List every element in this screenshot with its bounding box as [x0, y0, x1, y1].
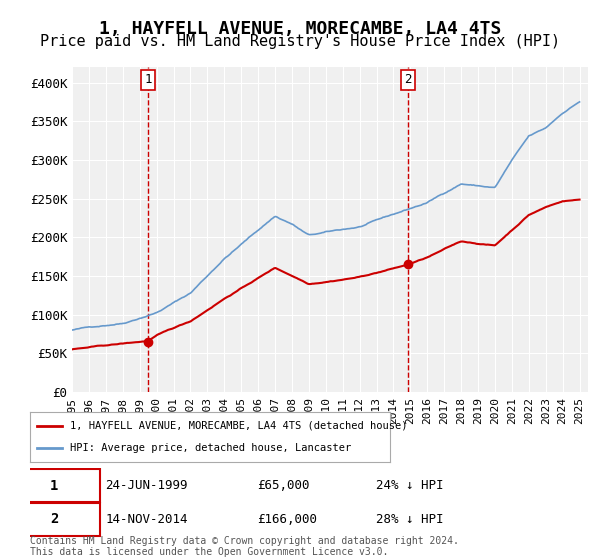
Text: 1: 1: [144, 73, 152, 86]
Text: 1: 1: [50, 479, 58, 493]
Text: 1, HAYFELL AVENUE, MORECAMBE, LA4 4TS (detached house): 1, HAYFELL AVENUE, MORECAMBE, LA4 4TS (d…: [70, 421, 407, 431]
Text: 14-NOV-2014: 14-NOV-2014: [106, 513, 188, 526]
Text: 2: 2: [404, 73, 412, 86]
Text: 1, HAYFELL AVENUE, MORECAMBE, LA4 4TS: 1, HAYFELL AVENUE, MORECAMBE, LA4 4TS: [99, 20, 501, 38]
FancyBboxPatch shape: [8, 503, 100, 536]
Text: Price paid vs. HM Land Registry's House Price Index (HPI): Price paid vs. HM Land Registry's House …: [40, 34, 560, 49]
Text: HPI: Average price, detached house, Lancaster: HPI: Average price, detached house, Lanc…: [70, 443, 351, 453]
Text: 28% ↓ HPI: 28% ↓ HPI: [376, 513, 443, 526]
Text: 24-JUN-1999: 24-JUN-1999: [106, 479, 188, 492]
Text: 2: 2: [50, 512, 58, 526]
Text: 24% ↓ HPI: 24% ↓ HPI: [376, 479, 443, 492]
Text: £65,000: £65,000: [257, 479, 310, 492]
Text: £166,000: £166,000: [257, 513, 317, 526]
FancyBboxPatch shape: [8, 469, 100, 502]
Text: Contains HM Land Registry data © Crown copyright and database right 2024.
This d: Contains HM Land Registry data © Crown c…: [30, 535, 459, 557]
